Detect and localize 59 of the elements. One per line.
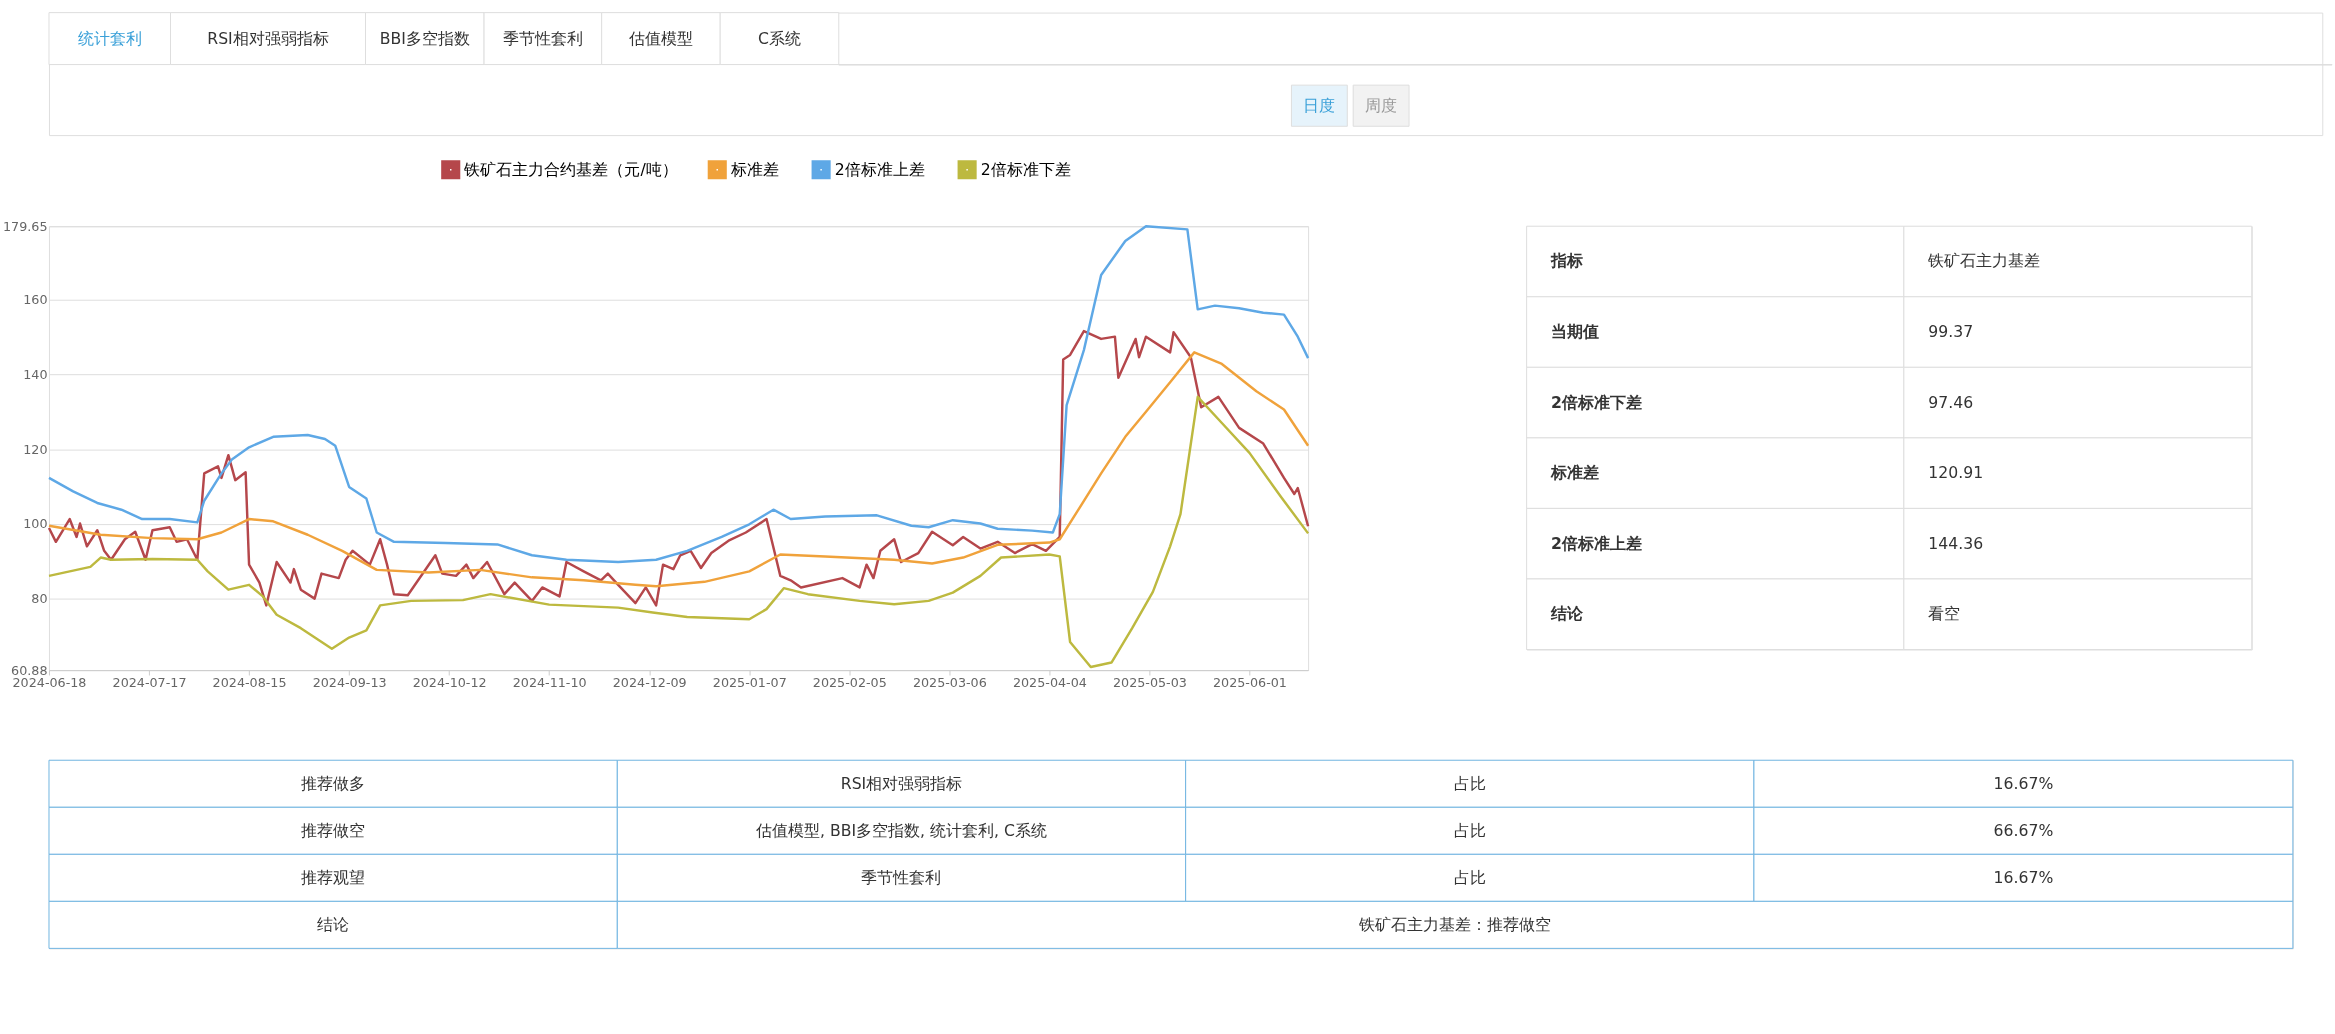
x-tick-label: 2024-11-10	[512, 675, 587, 691]
text: 标准差	[1550, 463, 1600, 483]
x-tick-label: 2024-09-13	[312, 675, 387, 691]
text: 结论	[317, 914, 350, 934]
text: 占比	[1453, 867, 1486, 887]
text: 估值模型	[627, 28, 693, 48]
text: 2倍标准上差	[1551, 533, 1643, 553]
line-series	[47, 225, 1310, 564]
text: 推荐观望	[301, 867, 366, 887]
text: 估值模型, BBI多空指数, 统计套利, C系统	[755, 820, 1047, 840]
text: 66.67%	[1993, 820, 2054, 840]
text: 16.67%	[1993, 867, 2054, 887]
y-tick-label: 100	[23, 516, 48, 532]
legend-label: 2倍标准下差	[980, 159, 1071, 179]
x-tick-label: 2024-07-17	[112, 675, 187, 691]
x-tick-label: 2025-02-05	[812, 675, 887, 691]
x-tick-label: 2025-05-03	[1112, 675, 1187, 691]
x-tick-label: 2025-03-06	[912, 675, 987, 691]
text: 占比	[1453, 773, 1486, 793]
text: 季节性套利	[861, 867, 942, 887]
y-tick-label: 179.65	[3, 218, 48, 234]
text: 日度	[1303, 95, 1336, 115]
x-tick-label: 2024-10-12	[412, 675, 487, 691]
y-tick-label: 160	[23, 292, 48, 308]
x-tick-label: 2024-12-09	[612, 675, 687, 691]
x-tick-label: 2025-01-07	[712, 675, 787, 691]
text: 占比	[1453, 820, 1486, 840]
text: 144.36	[1928, 533, 1984, 553]
text: 季节性套利	[502, 28, 583, 48]
text: 16.67%	[1993, 773, 2054, 793]
text: 120.91	[1928, 463, 1984, 483]
text: 统计套利	[77, 28, 142, 48]
text: 推荐做空	[301, 820, 366, 840]
x-tick-label: 2025-04-04	[1012, 675, 1087, 691]
text: 看空	[1928, 604, 1961, 624]
text: 推荐做多	[301, 773, 366, 793]
y-tick-label: 60.88	[11, 662, 48, 678]
text: 97.46	[1928, 392, 1974, 412]
text: BBI多空指数	[379, 28, 470, 48]
text: 铁矿石主力基差：推荐做空	[1358, 914, 1552, 934]
y-tick-label: 120	[23, 441, 48, 457]
text: RSI相对强弱指标	[840, 773, 963, 793]
x-tick-label: 2025-06-01	[1212, 675, 1287, 691]
y-tick-label: 80	[31, 591, 48, 607]
text: RSI相对强弱指标	[207, 28, 329, 48]
legend-label: 2倍标准上差	[834, 159, 925, 179]
text: 2倍标准下差	[1551, 392, 1643, 412]
text: 99.37	[1928, 321, 1974, 341]
text: 指标	[1550, 251, 1584, 271]
legend-label: 铁矿石主力合约基差（元/吨）	[463, 159, 678, 179]
text: C系统	[758, 28, 801, 48]
text: 周度	[1365, 95, 1398, 115]
x-tick-label: 2024-08-15	[212, 675, 287, 691]
text: 当期值	[1551, 321, 1600, 341]
legend-label: 标准差	[729, 159, 779, 179]
text: 结论	[1550, 604, 1585, 624]
text: 铁矿石主力基差	[1927, 251, 2041, 271]
x-tick-label: 2024-06-18	[12, 675, 87, 691]
y-tick-label: 140	[23, 366, 48, 382]
